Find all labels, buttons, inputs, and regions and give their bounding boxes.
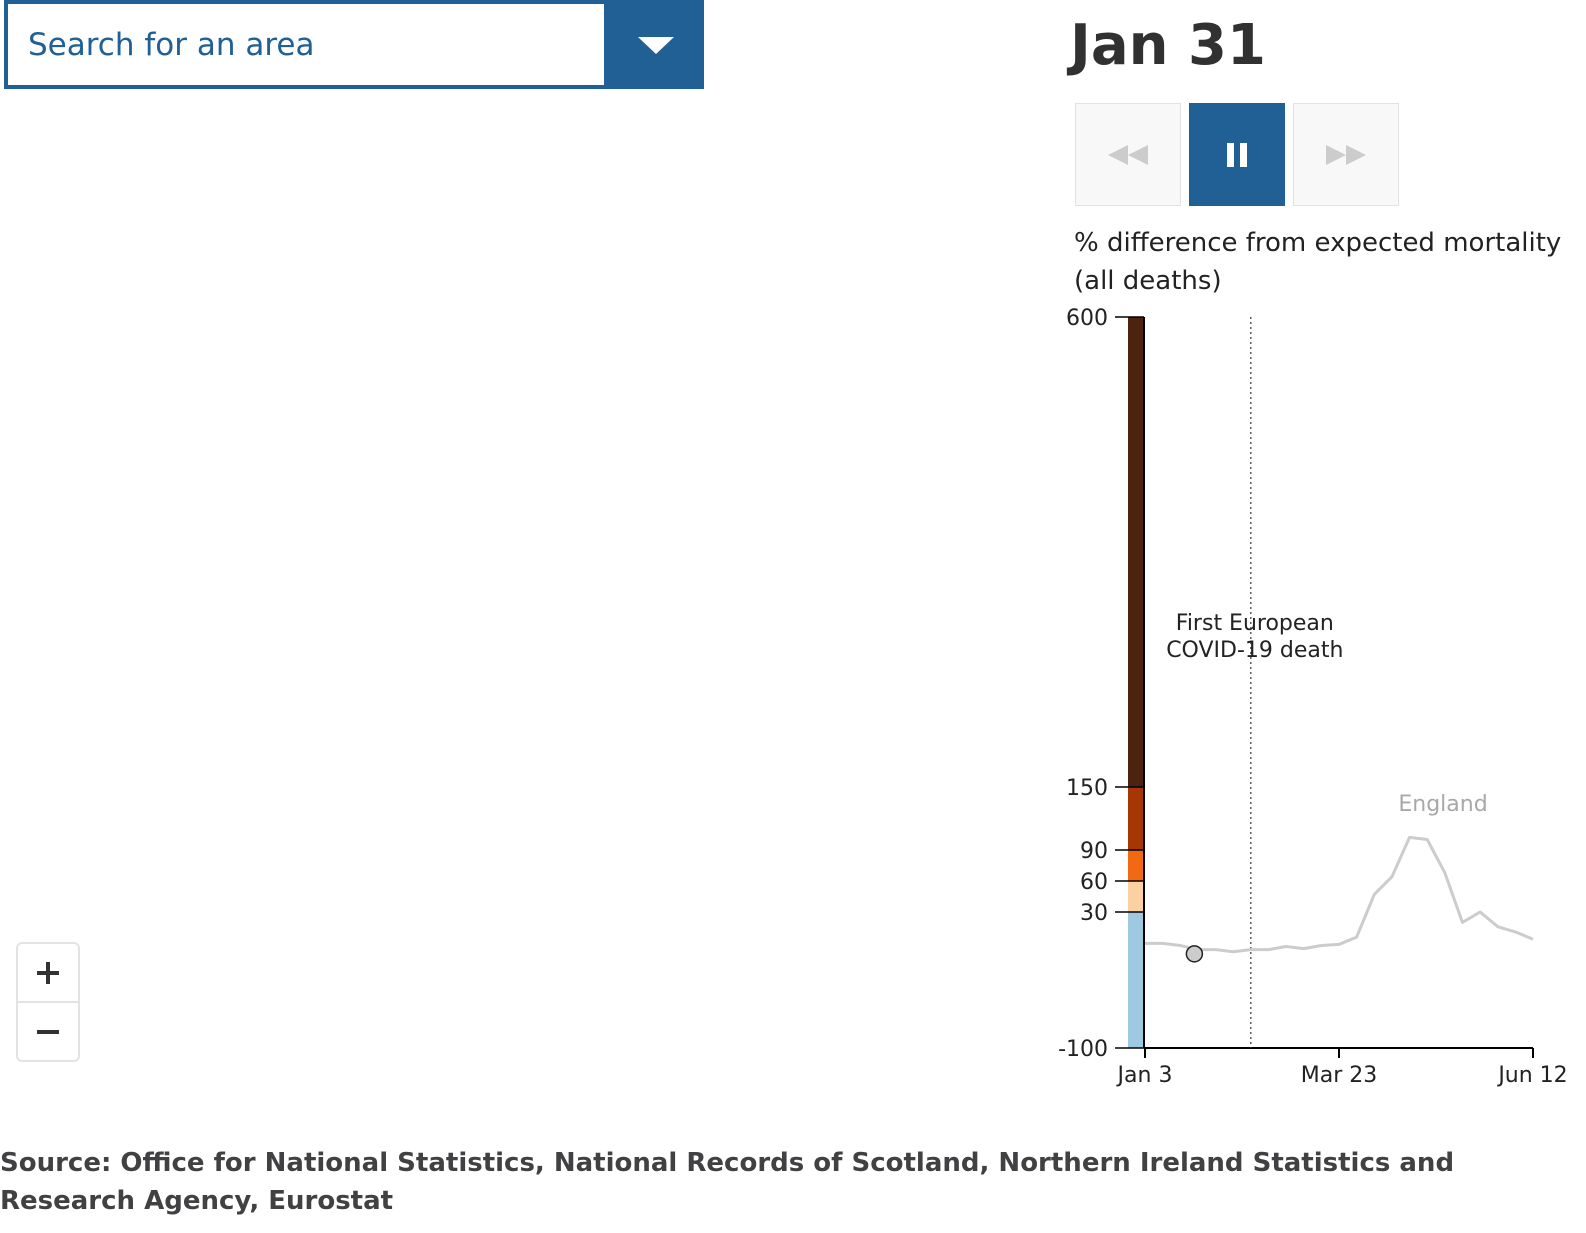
zoom-in-button[interactable] (18, 944, 78, 1003)
y-tick-label: 150 (1066, 776, 1108, 801)
fast-forward-icon (1326, 144, 1366, 165)
legend-band-2 (1128, 850, 1145, 881)
x-tick-label: Mar 23 (1301, 1063, 1378, 1088)
source-note: Source: Office for National Statistics, … (0, 1148, 1455, 1216)
y-tick-label: 90 (1080, 839, 1108, 864)
chart-title-line2: (all deaths) (1074, 266, 1222, 296)
chart-title: % difference from expected mortality (al… (1074, 224, 1574, 300)
legend-band-4 (1128, 317, 1145, 787)
series-line-england (1145, 835, 1534, 954)
annotation-label-line2: COVID-19 death (1166, 638, 1343, 663)
zoom-out-button[interactable] (18, 1003, 78, 1060)
annotation-label-line1: First European (1176, 611, 1334, 636)
rewind-button[interactable] (1075, 103, 1181, 206)
x-tick-label: Jan 3 (1116, 1063, 1173, 1088)
search-input-box (4, 0, 608, 89)
legend-band-1 (1128, 881, 1145, 912)
series-label-england: England (1398, 792, 1487, 817)
area-search (4, 0, 704, 89)
zoom-control (16, 942, 80, 1062)
y-tick-label: 30 (1080, 901, 1108, 926)
y-tick-label: 600 (1066, 306, 1108, 331)
x-tick-label: Jun 12 (1496, 1063, 1567, 1088)
legend-band-0 (1128, 912, 1145, 1048)
date-label: Jan 31 (1070, 13, 1266, 78)
chart-title-line1: % difference from expected mortality (1074, 228, 1562, 258)
caret-down-icon (638, 36, 674, 54)
rewind-icon (1108, 144, 1148, 165)
pause-button[interactable] (1189, 103, 1285, 206)
search-input[interactable] (28, 4, 588, 85)
mortality-chart: 600 150 90 60 30 -100 Jan 3 Mar 23 Jun 12 First E… (1058, 306, 1568, 1088)
y-tick-label: -100 (1058, 1037, 1108, 1062)
current-point-marker (1185, 945, 1204, 963)
fast-forward-button[interactable] (1293, 103, 1399, 206)
plus-icon (37, 961, 59, 984)
y-tick-label: 60 (1080, 870, 1108, 895)
dropdown-button[interactable] (608, 0, 704, 89)
minus-icon (37, 1029, 59, 1034)
legend-band-3 (1128, 787, 1145, 850)
pause-icon (1227, 142, 1247, 167)
